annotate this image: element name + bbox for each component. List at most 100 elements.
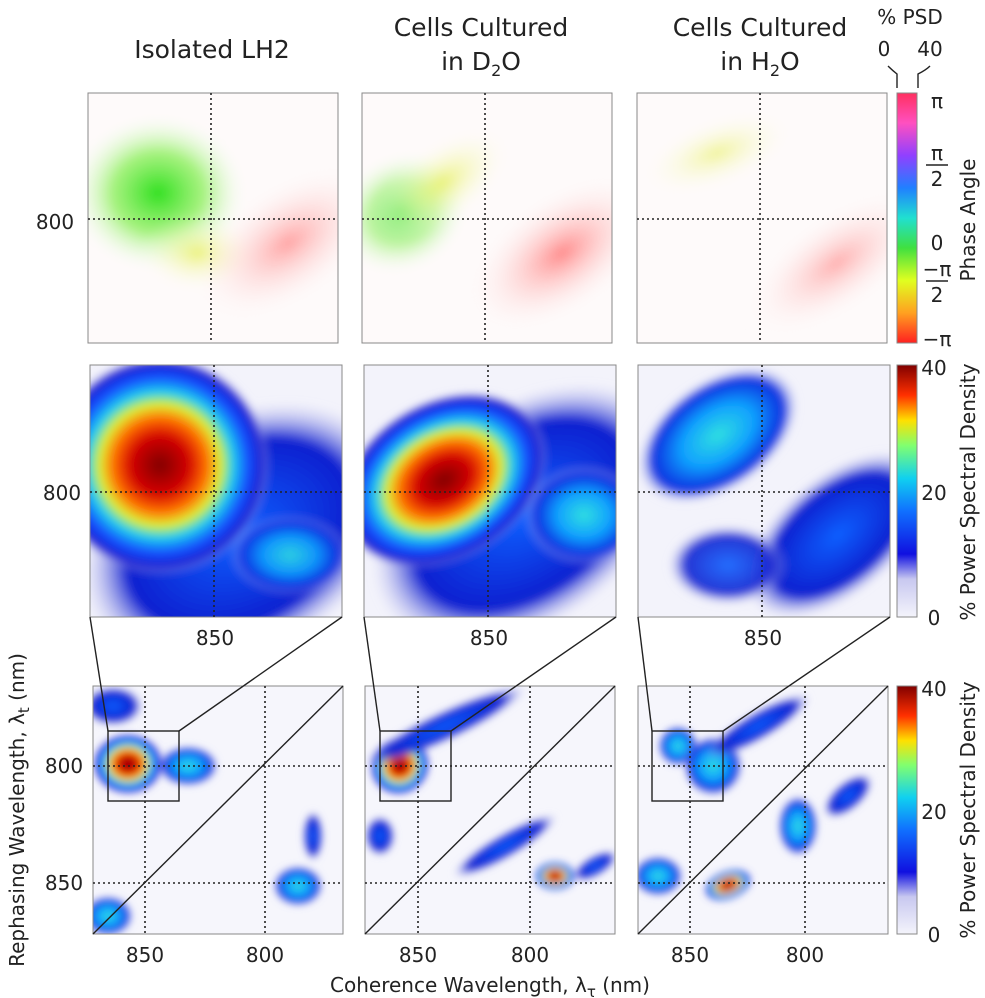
psd-colorbar	[896, 364, 918, 618]
psd-max: 40	[917, 37, 942, 61]
blob	[303, 811, 323, 861]
y-tick-label: 800	[45, 754, 83, 778]
phase-tick: −π	[923, 257, 952, 281]
colorbar-tick: 20	[921, 481, 946, 505]
blob	[465, 173, 612, 333]
phase-tick: π	[931, 89, 943, 113]
colorbar-label: % Power Spectral Density	[956, 681, 980, 938]
blob	[668, 525, 788, 605]
psd-min: 0	[878, 37, 891, 61]
blob	[572, 850, 615, 882]
x-tick-label: 800	[246, 943, 284, 967]
blob	[524, 465, 616, 565]
title-text: O	[501, 47, 521, 76]
blob	[452, 814, 558, 878]
heatmap	[638, 686, 888, 934]
phase-tick: −π	[923, 327, 952, 351]
zoom-connector	[178, 616, 343, 732]
label-text: Coherence Wavelength, λ	[330, 973, 587, 997]
x-tick-label: 850	[744, 626, 782, 650]
diagonal	[637, 685, 889, 935]
blob	[372, 126, 512, 240]
label-text: (nm)	[5, 653, 29, 707]
phase-tick: π	[931, 141, 943, 165]
diagonal	[364, 685, 616, 935]
x-tick-label: 850	[196, 626, 234, 650]
zoom-box	[107, 730, 180, 802]
blob	[535, 862, 575, 890]
colorbar-tick: 40	[921, 356, 946, 380]
panel-frame	[361, 92, 613, 344]
x-axis-label: Coherence Wavelength, λτ (nm)	[330, 973, 650, 998]
blob	[742, 187, 887, 339]
phase-tick: 2	[931, 283, 944, 307]
blobs	[640, 110, 887, 339]
blob	[364, 391, 548, 569]
blobs	[90, 365, 342, 617]
colorbar-tick: 40	[921, 677, 946, 701]
panel-frame	[89, 364, 343, 618]
psd-bracket	[887, 65, 931, 88]
panel-frame	[637, 685, 889, 935]
zoom-box	[379, 730, 452, 802]
column-title: Cells Cultured	[394, 13, 569, 42]
colorbar-tick: 0	[928, 606, 941, 630]
panels	[87, 92, 891, 935]
column-title: in D2O	[441, 47, 521, 80]
zoom-box	[651, 730, 724, 802]
title-text: O	[780, 47, 800, 76]
zoom-connector	[89, 616, 109, 732]
blob	[273, 866, 323, 906]
x-tick-label: 850	[671, 943, 709, 967]
panel-frame	[636, 92, 888, 344]
title-text: in H	[720, 47, 770, 76]
blob	[704, 869, 752, 901]
phase-colorbar	[896, 92, 918, 344]
blobs	[364, 382, 616, 617]
blob	[778, 796, 818, 856]
blob	[638, 366, 799, 504]
blob	[90, 365, 270, 575]
psd-colorbar	[896, 685, 918, 935]
colorbar-tick: 20	[921, 800, 946, 824]
heatmap	[364, 365, 616, 617]
panel-frame	[87, 92, 339, 344]
x-tick-label: 850	[470, 626, 508, 650]
column-title: Isolated LH2	[134, 35, 290, 64]
phase-tick: 0	[931, 231, 944, 255]
zoom-connector	[450, 616, 617, 732]
colorbar-tick: 0	[928, 923, 941, 947]
heatmap	[638, 365, 890, 617]
y-tick-label: 850	[45, 871, 83, 895]
blob	[93, 686, 143, 726]
blobs	[93, 686, 323, 934]
blob	[93, 734, 163, 794]
x-tick-label: 850	[399, 943, 437, 967]
label-text: Rephasing Wavelength, λ	[5, 713, 29, 967]
colorbar-label: % Power Spectral Density	[956, 363, 980, 620]
panel-frame	[363, 364, 617, 618]
blobs	[362, 126, 612, 333]
blob	[638, 856, 683, 896]
y-tick-label: 800	[43, 481, 81, 505]
diagonal	[92, 685, 344, 935]
title-text: in D	[441, 47, 491, 76]
blob	[230, 515, 342, 595]
heatmap	[88, 93, 338, 343]
colorbar-label: Phase Angle	[956, 159, 980, 282]
zoom-connector	[363, 616, 381, 732]
blob	[365, 686, 527, 767]
title-subscript: 2	[770, 61, 780, 80]
blob	[191, 163, 338, 323]
label-text: (nm)	[596, 973, 650, 997]
blobs	[638, 366, 890, 617]
label-subscript: t	[15, 707, 33, 713]
x-tick-label: 800	[786, 943, 824, 967]
blob	[640, 110, 794, 196]
heatmap	[90, 365, 342, 617]
blob	[705, 693, 811, 759]
x-tick-label: 850	[126, 943, 164, 967]
zoom-connector	[722, 616, 891, 732]
blobs	[88, 113, 338, 323]
